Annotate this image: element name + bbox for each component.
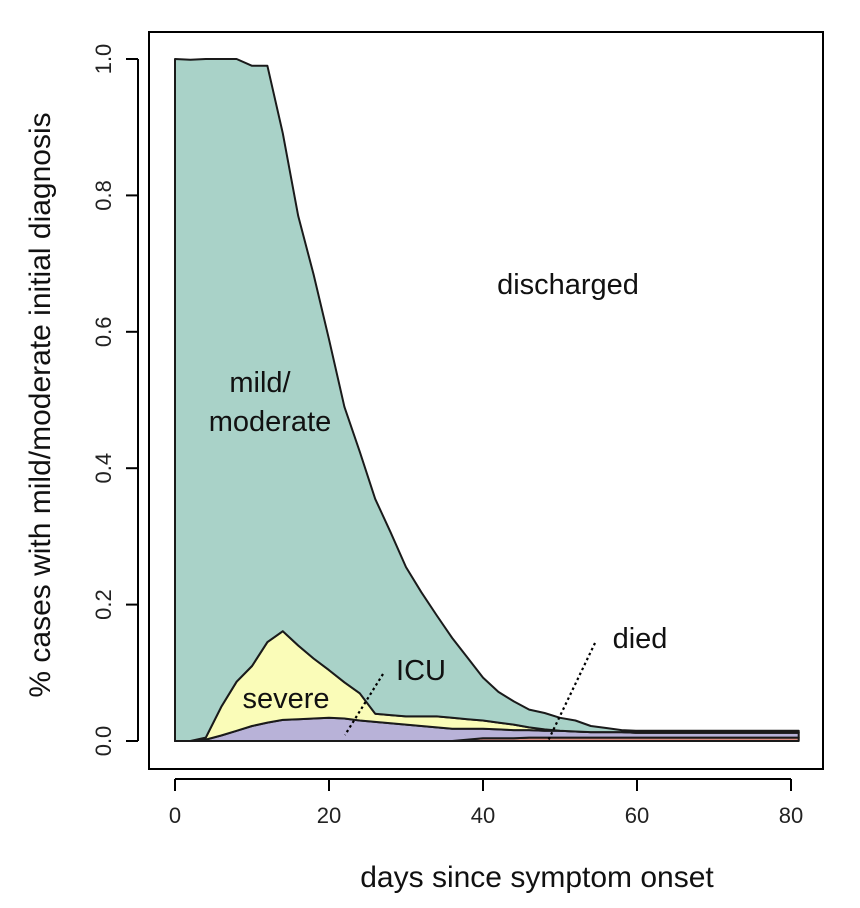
axes: 0 20 40 60 80 0.0 0.2 0.4 0.6 0.8 1.0: [91, 44, 803, 828]
icu-pointer-line: [344, 673, 384, 736]
annotation-severe: severe: [242, 683, 329, 715]
annotation-icu: ICU: [396, 655, 446, 687]
stacked-areas: [174, 58, 800, 742]
y-tick-label-0.6: 0.6: [91, 317, 116, 348]
y-tick-label-1.0: 1.0: [91, 44, 116, 75]
died-pointer-line: [547, 642, 596, 742]
x-axis-title: days since symptom onset: [360, 861, 714, 894]
y-tick-label-0.2: 0.2: [91, 589, 116, 620]
annotation-mild-moderate-line1: mild/: [229, 367, 291, 399]
x-tick-label-40: 40: [471, 803, 495, 828]
x-tick-label-60: 60: [625, 803, 649, 828]
y-tick-label-0.4: 0.4: [91, 453, 116, 484]
annotation-mild-moderate-line2: moderate: [209, 406, 332, 438]
annotation-discharged: discharged: [497, 269, 639, 301]
y-axis-title: % cases with mild/moderate initial diagn…: [24, 112, 57, 697]
y-tick-label-0.0: 0.0: [91, 726, 116, 757]
plot-frame: [148, 31, 824, 770]
x-tick-label-80: 80: [779, 803, 803, 828]
annotation-died: died: [613, 623, 668, 655]
area-mild-moderate: [174, 58, 800, 742]
y-tick-label-0.8: 0.8: [91, 180, 116, 211]
x-tick-label-0: 0: [169, 803, 181, 828]
x-tick-label-20: 20: [317, 803, 341, 828]
